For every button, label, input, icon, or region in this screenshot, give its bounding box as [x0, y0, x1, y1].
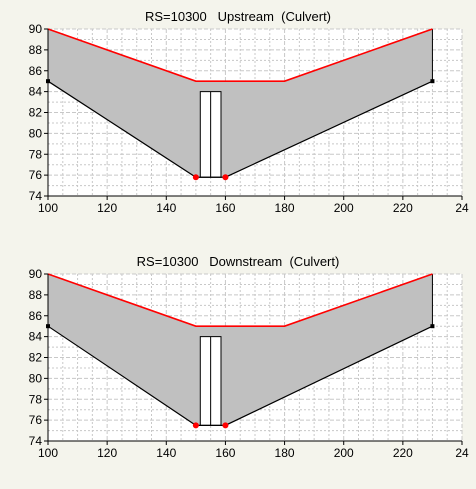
data-point [222, 174, 229, 181]
x-tick-label: 100 [38, 446, 58, 460]
y-tick-label: 82 [29, 106, 43, 120]
x-tick-label: 120 [97, 446, 117, 460]
chart-title: RS=10300 Upstream (Culvert) [144, 9, 332, 24]
y-tick-label: 86 [29, 64, 43, 78]
ground-line [47, 80, 433, 178]
road-embankment-line [47, 273, 433, 327]
y-tick-label: 88 [29, 288, 43, 302]
x-tick-label: 180 [275, 201, 295, 215]
x-tick-label: 160 [215, 201, 235, 215]
x-tick-label: 24 [455, 446, 469, 460]
y-tick-label: 78 [29, 147, 43, 161]
x-tick-label: 140 [156, 446, 176, 460]
y-tick-label: 84 [29, 330, 43, 344]
embankment-fill [48, 29, 433, 178]
y-tick-label: 86 [29, 309, 43, 323]
road-embankment-line [47, 28, 433, 82]
end-marker [430, 324, 435, 329]
chart-title: RS=10300 Downstream (Culvert) [136, 254, 340, 269]
x-tick-label: 200 [334, 446, 354, 460]
downstream-plot: 74 76 78 80 82 84 86 88 90 100 120 140 160 180 200 220 2… [29, 267, 469, 460]
y-tick-label: 90 [29, 267, 43, 281]
y-tick-label: 82 [29, 351, 43, 365]
data-point [192, 174, 199, 181]
ground-line [47, 325, 433, 426]
y-tick-label: 80 [29, 371, 43, 385]
embankment-fill [48, 274, 433, 426]
upstream-panel: RS=10300 Upstream (Culvert) 74 76 78 80 82 84… [0, 0, 476, 244]
x-tick-label: 220 [393, 201, 413, 215]
x-tick-label: 180 [275, 446, 295, 460]
data-point [222, 422, 229, 429]
y-tick-label: 76 [29, 168, 43, 182]
data-point [192, 422, 199, 429]
y-tick-label: 76 [29, 413, 43, 427]
x-tick-label: 24 [455, 201, 469, 215]
y-tick-label: 78 [29, 392, 43, 406]
y-tick-label: 80 [29, 126, 43, 140]
x-tick-label: 100 [38, 201, 58, 215]
end-marker [430, 79, 435, 84]
x-tick-label: 200 [334, 201, 354, 215]
upstream-plot: 74 76 78 80 82 84 86 88 90 100 120 140 160 180 200 220 2… [29, 22, 469, 215]
y-tick-label: 88 [29, 43, 43, 57]
y-tick-label: 90 [29, 22, 43, 36]
x-tick-label: 160 [215, 446, 235, 460]
y-tick-label: 74 [29, 189, 43, 203]
x-tick-label: 220 [393, 446, 413, 460]
y-tick-label: 74 [29, 434, 43, 448]
downstream-panel: RS=10300 Downstream (Culvert) 74 76 78 80 82… [0, 245, 476, 489]
x-tick-label: 140 [156, 201, 176, 215]
x-tick-label: 120 [97, 201, 117, 215]
y-tick-label: 84 [29, 85, 43, 99]
